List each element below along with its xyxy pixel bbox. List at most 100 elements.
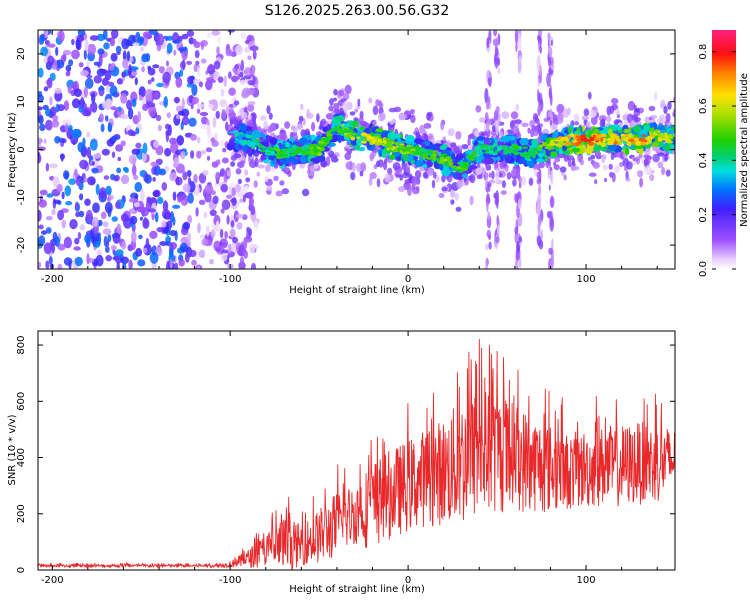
spectrogram-noise-blob	[212, 195, 219, 205]
spectrogram-noise-blob	[47, 43, 56, 48]
spectrogram-halo-blob	[328, 105, 334, 112]
spectrogram-noise-blob	[126, 50, 131, 62]
spectrogram-noise-blob	[132, 114, 139, 125]
spectrogram-noise-blob	[191, 259, 197, 266]
spectrogram-noise-blob	[166, 60, 169, 67]
spectrogram-noise-blob	[180, 121, 184, 131]
spectrogram-ridge-peak	[596, 134, 602, 139]
spectrogram-halo-blob	[515, 103, 520, 112]
spectrogram-streak-blob	[537, 104, 541, 117]
spectrogram-noise-blob	[114, 174, 120, 182]
spectrogram-ridge-peak	[471, 151, 476, 156]
spectrogram-noise-blob	[239, 256, 245, 264]
spectrogram-noise-blob	[207, 131, 213, 138]
spectrogram-ridge-blob	[599, 129, 610, 135]
spectrogram-ridge-blob	[429, 144, 439, 149]
spectrogram-noise-blob	[236, 200, 240, 208]
spectrogram-ridge-peak	[638, 137, 645, 142]
spectrogram-halo-blob	[387, 167, 393, 175]
spectrogram-ridge-peak	[395, 145, 399, 149]
spectrogram-ridge-blob	[461, 173, 468, 179]
spectrogram-streak-blob	[548, 57, 552, 66]
spectrogram-ridge-peak	[270, 150, 275, 156]
spectrogram-noise-blob	[148, 105, 157, 117]
snr-x-label: Height of straight line (km)	[289, 584, 425, 595]
spectrogram-streak-blob	[515, 265, 519, 269]
spectrogram-noise-blob	[142, 142, 148, 155]
spectrogram-halo-blob	[440, 121, 445, 131]
spectrogram-noise-blob	[154, 211, 159, 223]
spectrogram-noise-blob	[111, 216, 118, 222]
spectrogram-halo-blob	[633, 104, 637, 109]
spectrogram-halo-blob	[510, 111, 519, 120]
spectrogram-noise-blob	[246, 88, 255, 95]
spectrogram-ridge-peak	[627, 139, 635, 142]
spectrogram-streak-blob	[517, 198, 522, 210]
spectrogram-noise-blob	[137, 259, 146, 267]
spectrogram-halo-blob	[627, 100, 636, 111]
spectrogram-halo-blob	[467, 134, 473, 140]
spectrogram-noise-blob	[71, 98, 81, 109]
spectrogram-ridge-blob	[668, 129, 675, 135]
spectrogram-ridge-peak	[440, 156, 444, 161]
spectrogram-ridge-peak	[257, 148, 262, 152]
spectrogram-blobs	[38, 30, 675, 269]
spectrogram-noise-blob	[211, 140, 219, 147]
spectrogram-ridge-peak	[426, 156, 433, 160]
spectrogram-noise-blob	[219, 139, 225, 147]
spectrogram-ridge-peak	[228, 131, 234, 134]
spectrogram-streak-blob	[549, 119, 553, 126]
spectrogram-halo-blob	[450, 199, 455, 205]
spectrogram-noise-blob	[121, 241, 127, 250]
spectrogram-noise-blob	[121, 71, 127, 78]
spectrogram-streak-blob	[550, 170, 554, 186]
spectrogram-halo-blob	[467, 138, 471, 146]
spectrogram-noise-blob	[182, 171, 188, 181]
spectrogram-noise-blob	[120, 140, 126, 147]
spectrogram-noise-blob	[116, 223, 122, 236]
spectrogram-noise-blob	[169, 259, 173, 269]
spectrogram-halo-blob	[447, 128, 455, 137]
spectrogram-halo-blob	[247, 101, 256, 106]
spectrogram-noise-blob	[164, 147, 172, 157]
spectrogram-ridge-blob	[284, 143, 291, 148]
spectrogram-ridge-peak	[414, 151, 422, 155]
spectrogram-halo-blob	[532, 113, 539, 122]
spectrogram-noise-blob	[131, 71, 138, 77]
spectrogram-ridge-peak	[386, 147, 391, 151]
spectrogram-noise-blob	[165, 130, 170, 143]
spectrogram-ridge-peak	[503, 149, 509, 154]
spectrogram-halo-blob	[414, 170, 422, 179]
spectrogram-noise-blob	[81, 109, 91, 117]
spectrogram-noise-blob	[78, 62, 84, 68]
spectrogram-ridge-blob	[326, 124, 332, 130]
spectrogram-noise-blob	[127, 129, 135, 136]
spectrogram-noise-blob	[135, 142, 142, 149]
spectrogram-noise-blob	[115, 201, 122, 210]
spectrogram-ridge-peak	[491, 153, 498, 156]
spectrogram-noise-blob	[188, 117, 197, 127]
spectrogram-noise-blob	[50, 106, 57, 117]
spectrogram-noise-blob	[39, 123, 46, 132]
snr-x-tick-label: -200	[41, 575, 64, 586]
spectrogram-streak-blob	[537, 43, 540, 52]
spectrogram-streak-blob	[537, 195, 542, 204]
spectrogram-halo-blob	[375, 99, 380, 107]
spectrogram-noise-blob	[135, 31, 141, 39]
spectrogram-noise-blob	[216, 247, 221, 252]
spectrogram-ridge-peak	[488, 150, 495, 154]
spectrogram-ridge-peak	[521, 155, 529, 157]
spectrogram-noise-blob	[65, 201, 73, 206]
spectrogram-halo-blob	[511, 119, 519, 125]
spectrogram-streak-blob	[539, 45, 542, 54]
spectrogram-streak-blob	[495, 106, 500, 114]
spectrogram-noise-blob	[43, 86, 49, 92]
spectrogram-halo-blob	[630, 120, 636, 128]
spectrogram-halo-blob	[447, 175, 453, 183]
spectrogram-halo-blob	[284, 167, 290, 172]
spectrogram-noise-blob	[236, 213, 244, 219]
spectrogram-streak-blob	[518, 182, 522, 189]
spectrogram-noise-blob	[45, 260, 50, 269]
spectrogram-noise-blob	[105, 255, 112, 262]
